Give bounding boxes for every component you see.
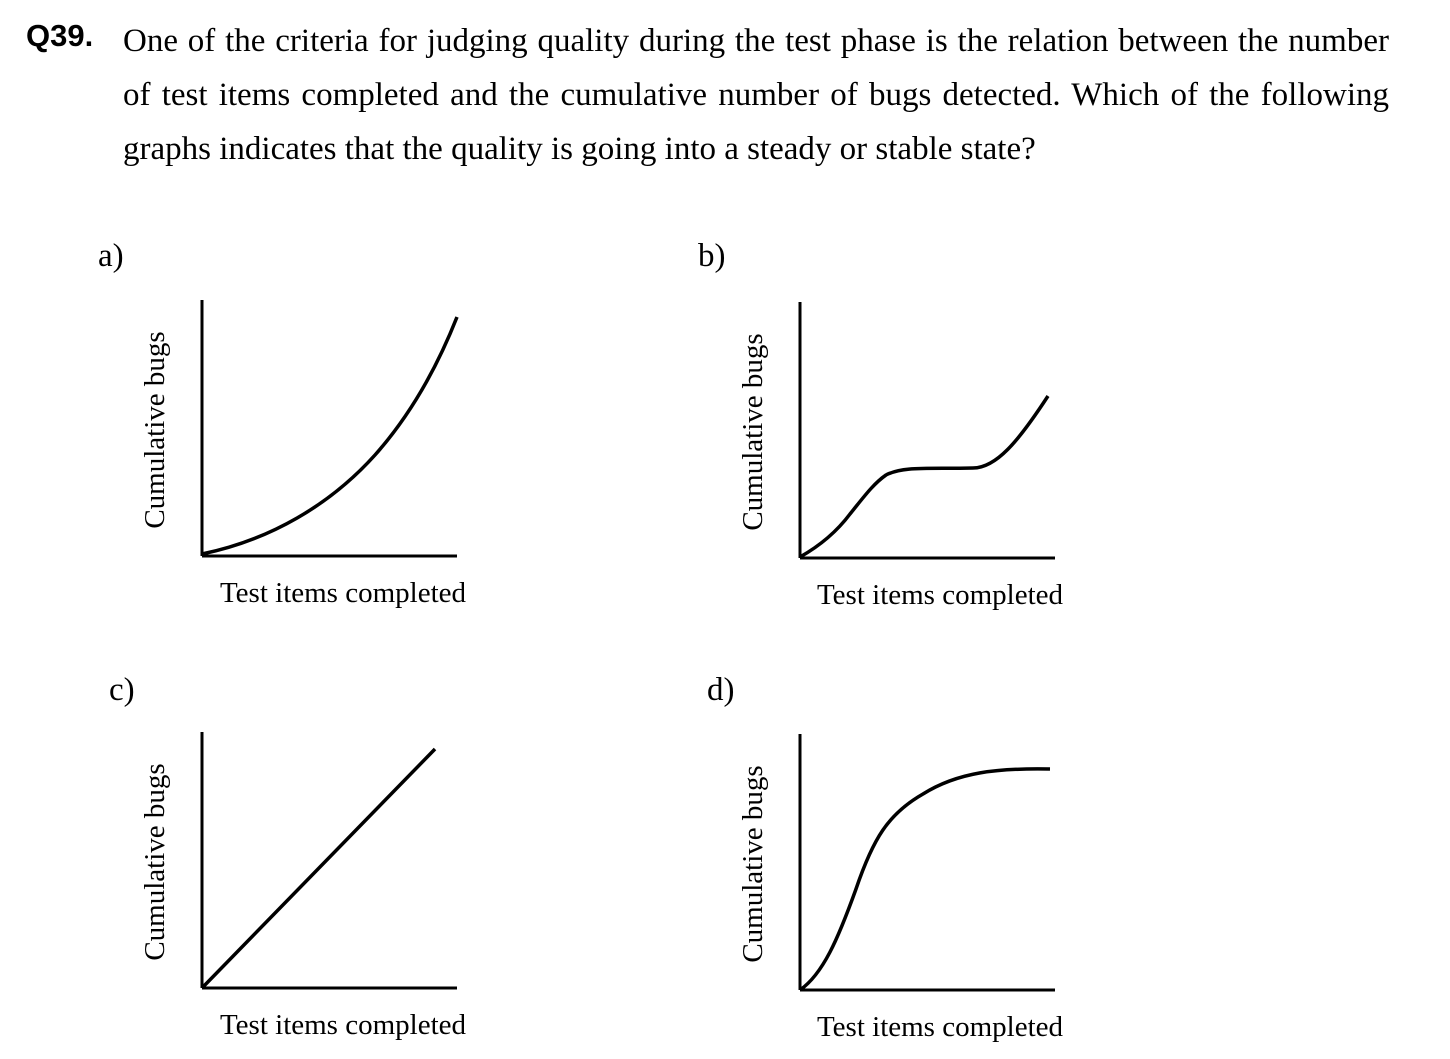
option-b-graph: Cumulative bugs Test items completed xyxy=(728,292,1078,627)
curve-linear xyxy=(200,747,437,990)
y-axis-label: Cumulative bugs xyxy=(139,331,171,528)
x-axis-label: Test items completed xyxy=(817,1011,1064,1043)
curve-saturating xyxy=(798,767,1051,992)
x-axis-label: Test items completed xyxy=(220,1009,467,1041)
y-axis-label: Cumulative bugs xyxy=(139,763,171,960)
question-text: One of the criteria for judging quality … xyxy=(123,23,1389,167)
question-number: Q39. xyxy=(26,18,94,53)
option-b-label: b) xyxy=(698,238,726,274)
option-a-graph: Cumulative bugs Test items completed xyxy=(130,290,480,625)
x-axis-label: Test items completed xyxy=(220,577,467,609)
curve-plateau-then-rise xyxy=(799,395,1050,559)
y-axis-label: Cumulative bugs xyxy=(737,765,769,962)
option-a-label: a) xyxy=(98,238,124,274)
option-c-graph: Cumulative bugs Test items completed xyxy=(130,722,480,1057)
option-d-graph: Cumulative bugs Test items completed xyxy=(728,724,1078,1059)
option-d-label: d) xyxy=(707,672,735,708)
curve-accelerating xyxy=(201,316,459,556)
option-c-label: c) xyxy=(109,672,135,708)
y-axis-label: Cumulative bugs xyxy=(737,333,769,530)
x-axis-label: Test items completed xyxy=(817,579,1064,611)
